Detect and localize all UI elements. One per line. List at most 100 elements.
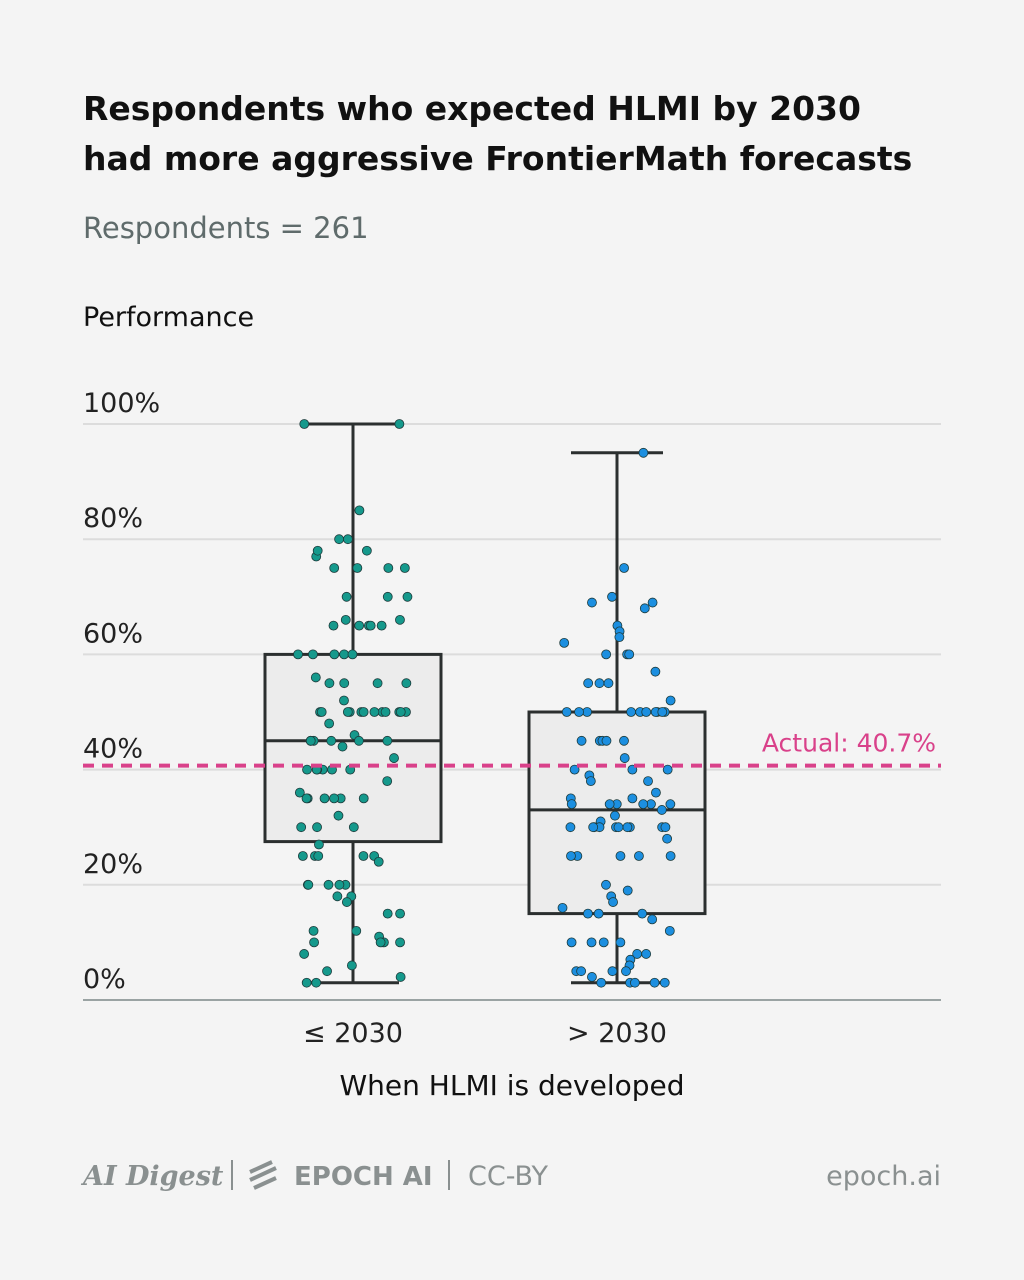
point [389, 753, 399, 763]
point [657, 707, 668, 717]
point [641, 949, 652, 959]
point [334, 534, 345, 545]
point [603, 678, 614, 689]
point [347, 649, 358, 660]
point [395, 908, 405, 919]
point [395, 972, 406, 982]
point [373, 856, 384, 867]
point [576, 966, 587, 977]
point [310, 672, 321, 683]
point [293, 649, 303, 660]
point [348, 822, 359, 833]
point [352, 563, 363, 573]
point [323, 879, 334, 890]
point [659, 977, 670, 988]
point [662, 764, 673, 775]
point [588, 822, 599, 833]
point [585, 776, 596, 787]
footer-brand: EPOCH AI [294, 1162, 433, 1192]
x-tick-label: > 2030 [567, 1018, 667, 1049]
point [576, 735, 587, 746]
point [324, 678, 335, 689]
y-tick-label: 20% [83, 849, 143, 880]
point [598, 937, 609, 948]
point [382, 908, 393, 919]
point [372, 678, 383, 689]
point [299, 419, 310, 429]
point [341, 591, 352, 602]
point [333, 810, 344, 821]
box [263, 652, 443, 844]
point [647, 914, 658, 925]
point [328, 620, 339, 631]
point [651, 787, 661, 798]
point [401, 678, 412, 689]
point [565, 822, 576, 833]
point [382, 591, 393, 602]
y-tick-label: 80% [83, 503, 143, 534]
point [582, 707, 592, 717]
reference-label: Actual: 40.7% [762, 729, 936, 758]
point [607, 966, 618, 977]
point [309, 937, 319, 948]
point [383, 563, 394, 573]
point [395, 707, 406, 717]
point [634, 851, 644, 861]
point [660, 822, 671, 833]
point [622, 885, 633, 896]
y-tick-label: 40% [83, 734, 143, 765]
point [566, 799, 577, 810]
point [358, 707, 369, 717]
x-tick-label: ≤ 2030 [303, 1018, 403, 1049]
point [382, 776, 393, 787]
footer-site: epoch.ai [826, 1161, 941, 1192]
point [615, 937, 626, 948]
point [332, 891, 343, 902]
point [626, 707, 636, 717]
point [561, 707, 572, 717]
point [382, 735, 393, 746]
point [351, 925, 362, 936]
point [297, 851, 308, 861]
chart-title: had more aggressive FrontierMath forecas… [83, 139, 912, 178]
point [619, 735, 629, 746]
epoch-logo [249, 1160, 277, 1190]
point [601, 649, 612, 660]
y-tick-label: 60% [83, 618, 143, 649]
point [395, 614, 405, 625]
y-axis-label: Performance [83, 302, 254, 333]
point [358, 851, 369, 861]
point [665, 799, 676, 810]
point [557, 902, 568, 913]
point [311, 977, 322, 988]
point [302, 764, 312, 775]
point [641, 707, 652, 717]
subtitle: Respondents = 261 [83, 211, 369, 245]
point [334, 879, 345, 890]
point [301, 793, 312, 804]
point [569, 764, 580, 775]
point [369, 707, 380, 717]
point [319, 793, 330, 804]
point [583, 908, 593, 919]
point [394, 419, 405, 429]
point [607, 591, 617, 602]
point [354, 620, 365, 631]
point [622, 822, 633, 833]
point [665, 851, 676, 861]
point [399, 563, 410, 573]
point [583, 678, 594, 689]
point [296, 822, 307, 833]
point [656, 805, 667, 815]
y-tick-label: 0% [83, 964, 126, 995]
point [376, 620, 387, 631]
point [337, 741, 348, 752]
point [586, 937, 597, 948]
point [614, 632, 625, 643]
point [662, 833, 673, 844]
point [615, 851, 626, 861]
point [650, 666, 661, 677]
